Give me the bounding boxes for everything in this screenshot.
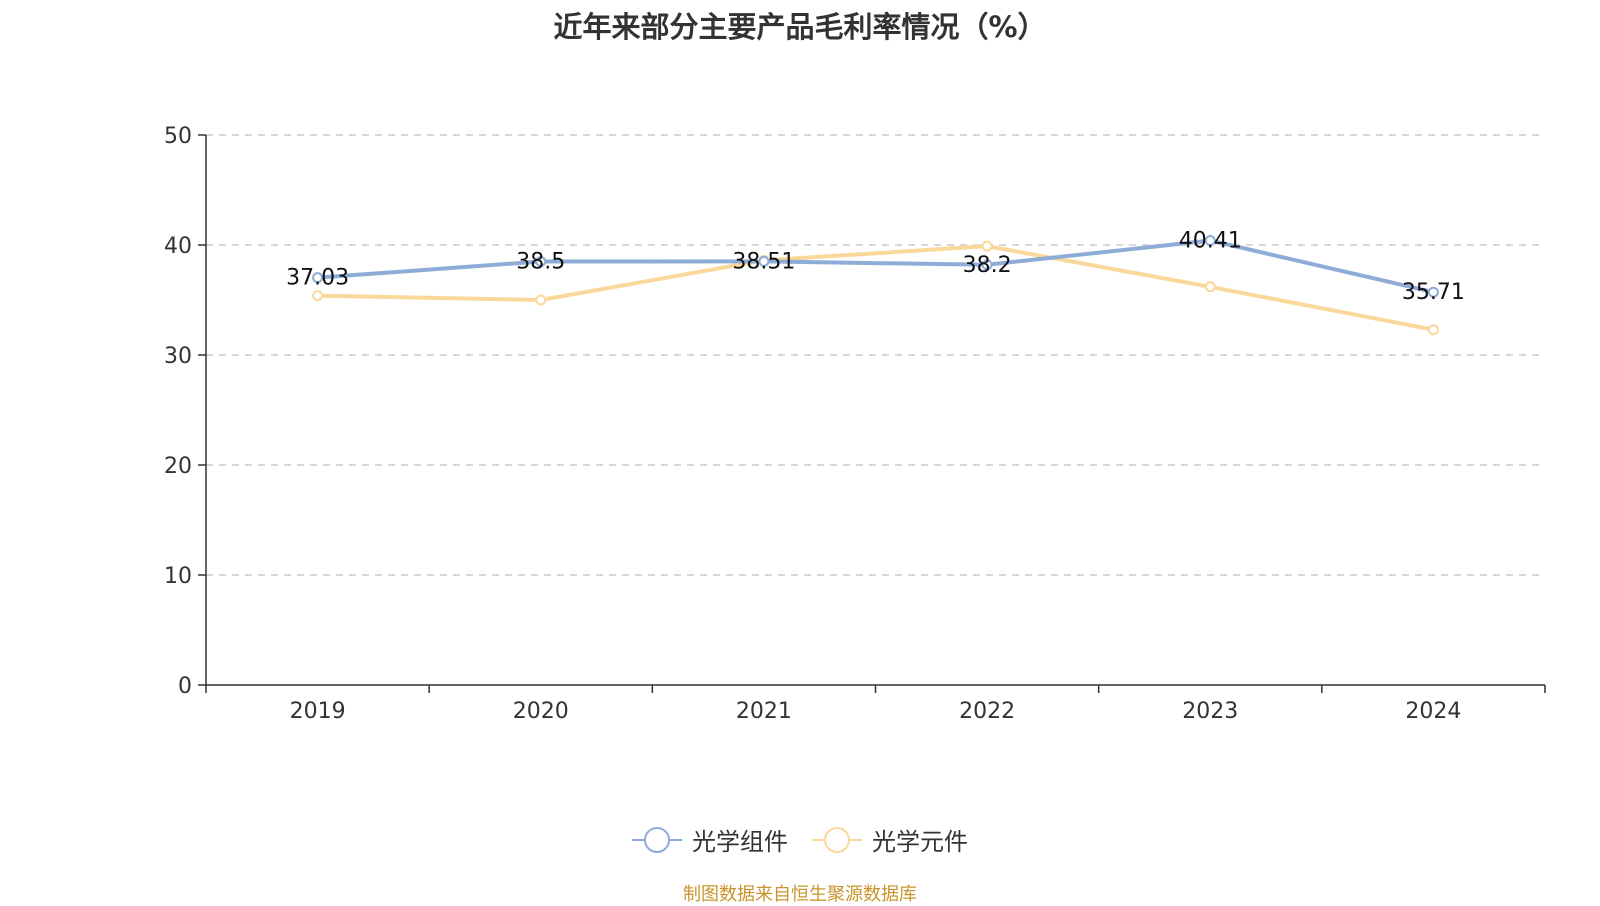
data-label: 38.5 bbox=[516, 250, 565, 275]
data-point bbox=[1204, 281, 1216, 293]
x-tick-label: 2019 bbox=[290, 699, 346, 724]
data-label: 38.51 bbox=[732, 249, 795, 274]
x-tick-label: 2022 bbox=[959, 699, 1015, 724]
data-point bbox=[1204, 234, 1216, 246]
data-label: 38.2 bbox=[963, 253, 1012, 278]
data-point bbox=[312, 272, 324, 284]
series-line bbox=[317, 244, 1434, 332]
data-point bbox=[981, 259, 993, 271]
data-point bbox=[1427, 324, 1439, 336]
y-tick-label: 50 bbox=[164, 124, 192, 149]
y-tick-label: 20 bbox=[164, 454, 192, 479]
data-point bbox=[981, 240, 993, 252]
y-tick-label: 10 bbox=[164, 564, 192, 589]
data-point bbox=[1427, 286, 1439, 298]
data-point bbox=[535, 256, 547, 267]
series-line bbox=[317, 238, 1434, 295]
legend-marker-icon bbox=[632, 826, 682, 853]
legend-marker-icon bbox=[812, 826, 862, 853]
x-tick-label: 2023 bbox=[1182, 699, 1238, 724]
legend-item-series-0[interactable]: 光学组件 bbox=[632, 822, 788, 857]
legend-label: 光学元件 bbox=[872, 828, 968, 856]
data-point bbox=[535, 294, 547, 306]
data-label: 40.41 bbox=[1179, 228, 1242, 253]
chart-title: 近年来部分主要产品毛利率情况（%） bbox=[553, 10, 1047, 44]
data-point bbox=[312, 290, 324, 302]
y-tick-label: 40 bbox=[164, 234, 192, 259]
data-label: 35.71 bbox=[1402, 280, 1465, 305]
line-chart: 0 10 20 30 40 50 2019 2020 2021 2022 2023 2024 37.03… bbox=[164, 124, 1546, 724]
data-label: 37.03 bbox=[286, 266, 349, 291]
legend: 光学组件 光学元件 bbox=[0, 822, 1600, 857]
legend-label: 光学组件 bbox=[692, 828, 788, 856]
x-tick-label: 2021 bbox=[736, 699, 792, 724]
y-tick-label: 30 bbox=[164, 344, 192, 369]
x-tick-label: 2024 bbox=[1405, 699, 1461, 724]
y-tick-label: 0 bbox=[178, 674, 192, 699]
legend-item-series-1[interactable]: 光学元件 bbox=[812, 822, 968, 857]
x-tick-label: 2020 bbox=[513, 699, 569, 724]
data-point bbox=[758, 255, 770, 267]
data-source-note: 制图数据来自恒生聚源数据库 bbox=[683, 884, 917, 905]
